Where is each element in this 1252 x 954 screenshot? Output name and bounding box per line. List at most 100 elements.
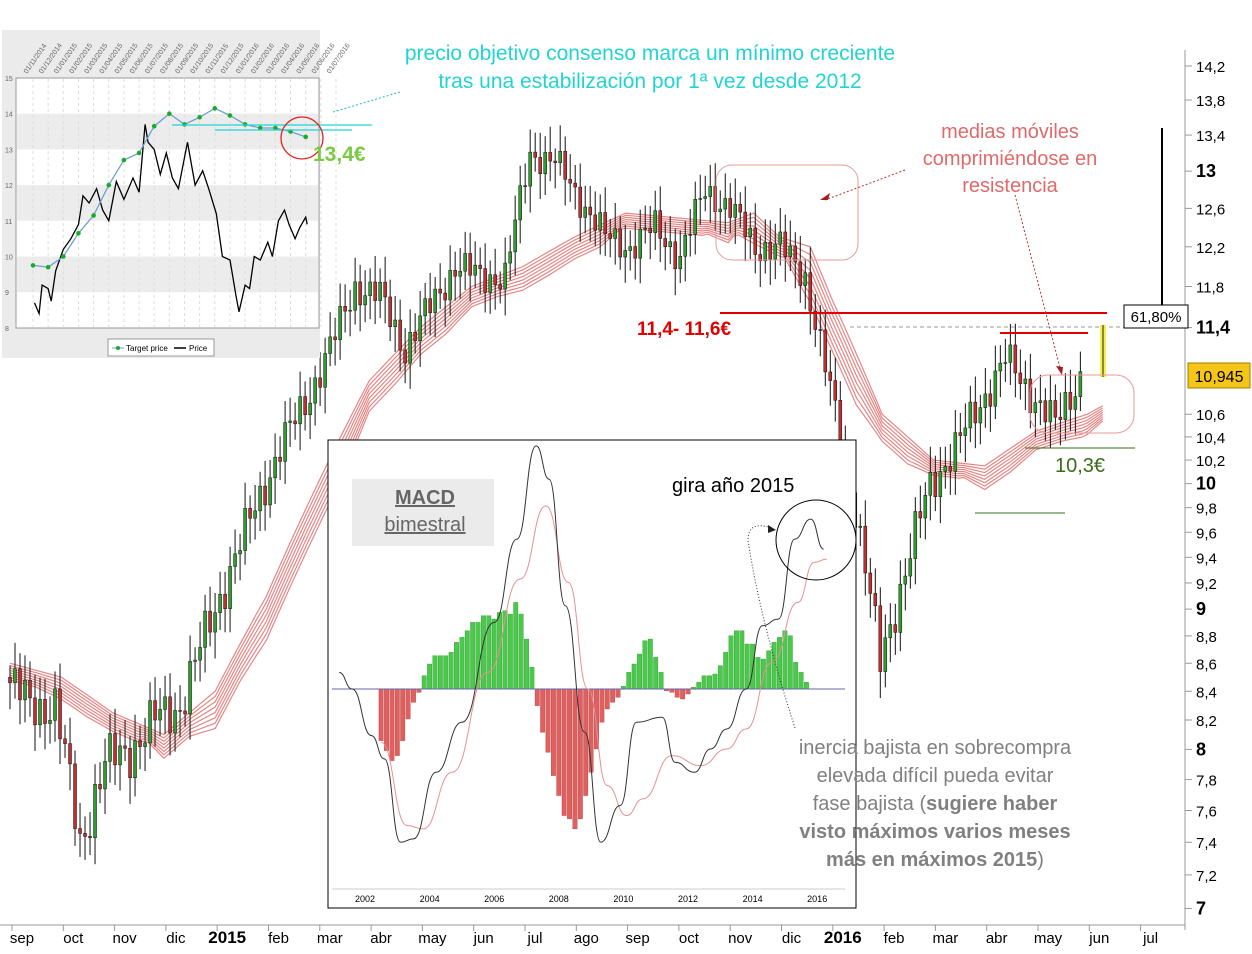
- y-tick-label: 11,4: [1196, 318, 1230, 338]
- candle-body: [763, 241, 768, 262]
- inset-y-tick-label: 12: [5, 183, 13, 190]
- candle-body: [1068, 392, 1073, 410]
- candle-body: [423, 298, 427, 317]
- candle-body: [113, 733, 117, 766]
- candle-body: [653, 210, 657, 233]
- x-tick-label: may: [418, 930, 447, 947]
- macd-histogram-bar: [739, 630, 745, 690]
- macd-x-tick-label: 2012: [678, 894, 698, 904]
- candle-body: [233, 553, 237, 567]
- candle-body: [543, 152, 547, 174]
- macd-histogram-bar: [610, 688, 616, 703]
- candle-body: [433, 288, 437, 314]
- macd-histogram-bar: [437, 655, 443, 690]
- inset-target-point: [45, 264, 51, 270]
- candle-body: [488, 274, 492, 293]
- ma-line: [9, 225, 1104, 756]
- candle-body: [393, 319, 397, 327]
- candle-body: [1033, 402, 1038, 413]
- macd-histogram-bar: [685, 688, 691, 695]
- macd-histogram-bar: [443, 655, 449, 690]
- candle-body: [103, 761, 107, 790]
- candle-body: [173, 710, 177, 734]
- candle-body: [268, 477, 272, 506]
- candle-body: [923, 494, 928, 519]
- candle-body: [918, 511, 923, 519]
- inset-target-point: [227, 113, 233, 118]
- candle-body: [778, 231, 783, 245]
- candle-body: [383, 281, 387, 298]
- candle-body: [298, 396, 302, 425]
- macd-histogram-bar: [427, 663, 432, 690]
- candle-body: [8, 676, 12, 684]
- arrowhead-icon: [768, 525, 776, 533]
- x-tick-label: nov: [113, 930, 138, 947]
- x-tick-label: 2016: [824, 928, 862, 947]
- inset-target-point: [30, 263, 36, 268]
- macd-histogram-bar: [454, 642, 459, 690]
- candle-body: [833, 380, 838, 401]
- macd-title-box: [352, 479, 494, 546]
- candle-body: [593, 214, 597, 231]
- candle-body: [248, 508, 252, 519]
- macd-histogram-bar: [707, 675, 712, 690]
- macd-x-tick-label: 2008: [549, 894, 569, 904]
- x-tick-label: jun: [1088, 930, 1109, 947]
- candle-body: [678, 256, 682, 270]
- macd-histogram-bar: [631, 663, 637, 690]
- candle-body: [943, 466, 948, 472]
- macd-histogram-bar: [696, 682, 702, 690]
- macd-histogram-bar: [459, 637, 465, 690]
- candle-body: [28, 679, 32, 699]
- candle-body: [783, 231, 788, 257]
- candle-body: [38, 699, 42, 726]
- candle-body: [208, 610, 212, 633]
- macd-x-tick-label: 2010: [613, 894, 633, 904]
- candle-body: [1048, 400, 1053, 423]
- consensus-note: precio objetivo consenso marca un mínimo…: [405, 42, 895, 93]
- macd-histogram-bar: [394, 688, 400, 756]
- macd-histogram-bar: [723, 652, 729, 690]
- candle-body: [688, 234, 692, 236]
- ma-note: medias móviles comprimiéndose en resiste…: [923, 121, 1098, 197]
- x-tick-label: oct: [679, 930, 700, 947]
- macd-histogram-bar: [556, 688, 562, 796]
- consensus-note-line: tras una estabilización por 1ª vez desde…: [438, 70, 861, 93]
- candle-body: [108, 733, 112, 762]
- macd-histogram-bar: [518, 613, 524, 690]
- candle-body: [73, 763, 77, 829]
- candle-body: [658, 210, 662, 239]
- candle-body: [1003, 362, 1008, 364]
- candle-body: [893, 624, 898, 633]
- legend-target-label: Target price: [126, 344, 168, 353]
- candle-body: [373, 281, 377, 301]
- candle-body: [323, 353, 327, 388]
- candle-body: [1058, 416, 1063, 420]
- candle-body: [568, 179, 572, 184]
- candle-body: [418, 315, 422, 341]
- candle-body: [338, 306, 342, 340]
- ma-note-line: medias móviles: [941, 121, 1079, 143]
- inset-target-point: [121, 157, 127, 163]
- inset-y-tick-label: 13: [5, 147, 13, 154]
- candle-body: [808, 272, 813, 312]
- candle-body: [133, 740, 137, 778]
- macd-histogram-bar: [717, 665, 723, 690]
- candle-body: [673, 241, 677, 270]
- candle-body: [823, 329, 828, 373]
- candle-body: [468, 253, 472, 276]
- inset-legend: [107, 338, 215, 357]
- candle-body: [538, 157, 542, 174]
- macd-histogram-bar: [421, 675, 427, 690]
- candle-body: [713, 186, 717, 213]
- x-tick-label: feb: [268, 930, 289, 947]
- macd-histogram-bar: [771, 642, 777, 690]
- candle-body: [983, 393, 988, 408]
- y-tick-label: 9,8: [1196, 501, 1217, 518]
- candle-body: [753, 227, 758, 255]
- candle-body: [988, 393, 993, 407]
- candle-body: [53, 688, 57, 721]
- candle-body: [348, 309, 352, 312]
- last-price-box: [1187, 362, 1251, 389]
- candle-body: [928, 472, 933, 496]
